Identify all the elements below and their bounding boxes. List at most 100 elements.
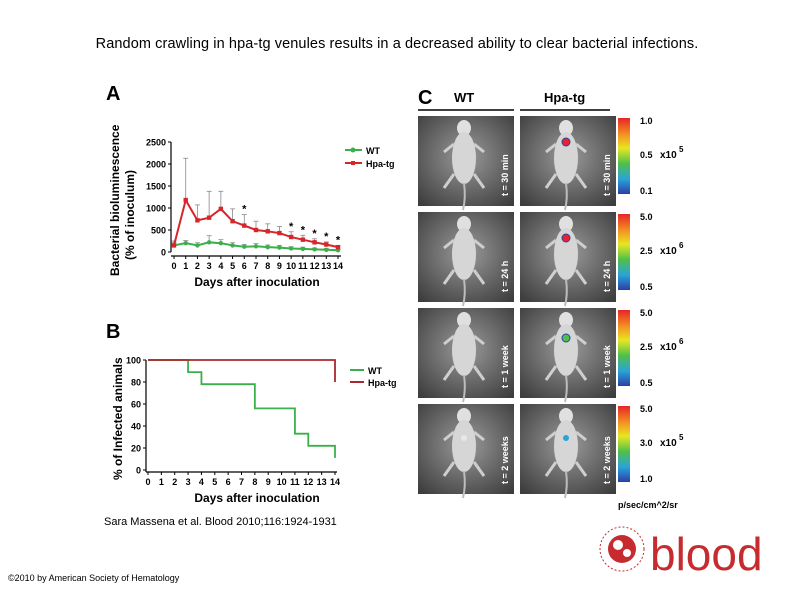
units-label: p/sec/cm^2/sr <box>618 500 678 510</box>
a-xtick-label: 8 <box>265 261 270 271</box>
b-ytick-label: 60 <box>131 400 141 410</box>
a-xtick-label: 6 <box>242 261 247 271</box>
wt-survival-line <box>148 359 336 458</box>
b-xtick-label: 11 <box>290 477 300 487</box>
b-xtick-label: 12 <box>303 477 313 487</box>
scale-bottom: 0.5 <box>640 378 653 388</box>
scale-bottom: 0.5 <box>640 282 653 292</box>
wt-point <box>206 240 212 245</box>
a-ytick-label: 1000 <box>146 204 166 214</box>
panel-a-chart: A Bacterial bioluminescence (% of inocul… <box>106 83 395 289</box>
a-xtick-label: 10 <box>286 261 296 271</box>
col-header-wt: WT <box>454 90 474 105</box>
citation: Sara Massena et al. Blood 2010;116:1924-… <box>104 516 337 528</box>
scale-mid: 2.5 <box>640 342 653 352</box>
color-scale-bar <box>618 406 630 482</box>
copyright: ©2010 by American Society of Hematology <box>8 573 180 583</box>
legend-wt-b: WT <box>368 366 382 376</box>
hpa-point <box>183 197 188 203</box>
scale-multiplier: x10 <box>660 150 677 161</box>
a-xtick-label: 1 <box>183 261 188 271</box>
signal-spot <box>563 435 569 441</box>
hpa-point <box>265 229 270 234</box>
panel-b-xlabel: Days after inoculation <box>194 491 319 505</box>
wt-point <box>312 247 317 252</box>
signal-spot <box>561 333 571 343</box>
signal-spot <box>561 233 571 243</box>
hpa-point <box>300 237 306 242</box>
significance-star: * <box>289 221 294 233</box>
color-scale-bar <box>618 310 630 386</box>
b-xtick-label: 13 <box>317 477 327 487</box>
hpa-point <box>195 218 200 223</box>
hpa-point <box>335 244 341 250</box>
a-ytick-label: 500 <box>151 226 166 236</box>
wt-point <box>195 243 200 248</box>
scale-top: 5.0 <box>640 308 653 318</box>
a-xtick-label: 11 <box>298 261 308 271</box>
b-xtick-label: 6 <box>226 477 231 487</box>
b-ytick-label: 0 <box>136 466 141 476</box>
b-xtick-label: 9 <box>266 477 271 487</box>
hpa-point <box>242 223 247 228</box>
blood-wordmark: blood <box>650 528 763 580</box>
significance-star: * <box>242 204 247 216</box>
hpa-point <box>253 227 259 233</box>
significance-star: * <box>324 231 329 243</box>
legend-hpa-b: Hpa-tg <box>368 378 397 388</box>
a-ytick-label: 1500 <box>146 182 166 192</box>
scale-top: 5.0 <box>640 212 653 222</box>
time-label: t = 24 h <box>602 261 612 292</box>
a-xtick-label: 7 <box>253 261 258 271</box>
a-xtick-label: 5 <box>230 261 235 271</box>
b-xtick-label: 5 <box>212 477 217 487</box>
hpa-point <box>324 242 329 247</box>
panel-a-legend: WT Hpa-tg <box>345 146 395 169</box>
color-scale-bar <box>618 214 630 290</box>
scale-multiplier: x10 <box>660 246 677 257</box>
a-xtick-label: 2 <box>195 261 200 271</box>
panel-a-label: A <box>106 83 120 105</box>
hpa-point <box>277 230 282 236</box>
wt-point <box>277 245 282 250</box>
hpa-point <box>218 206 224 212</box>
time-label: t = 1 week <box>500 344 510 388</box>
scale-exponent: 6 <box>679 241 684 250</box>
significance-star: * <box>336 234 341 246</box>
significance-star: * <box>312 228 317 240</box>
scale-mid: 2.5 <box>640 246 653 256</box>
scale-exponent: 5 <box>679 433 684 442</box>
panel-b-ylabel: % of Infected animals <box>111 357 125 480</box>
wt-point <box>183 241 188 246</box>
a-xtick-label: 9 <box>277 261 282 271</box>
a-xtick-label: 3 <box>207 261 212 271</box>
b-xtick-label: 14 <box>330 477 340 487</box>
hpa-point <box>312 240 317 245</box>
a-xtick-label: 4 <box>218 261 223 271</box>
wt-point <box>300 246 306 252</box>
b-xtick-label: 4 <box>199 477 204 487</box>
a-xtick-label: 12 <box>310 261 320 271</box>
b-xtick-label: 3 <box>186 477 191 487</box>
figure-title: Random crawling in hpa-tg venules result… <box>95 36 699 52</box>
color-scale-bar <box>618 118 630 194</box>
wt-point <box>218 241 224 246</box>
scale-top: 1.0 <box>640 116 653 126</box>
b-xtick-label: 0 <box>145 477 150 487</box>
scale-exponent: 5 <box>679 145 684 154</box>
wt-point <box>324 247 329 252</box>
scale-bottom: 1.0 <box>640 474 653 484</box>
a-xtick-label: 14 <box>333 261 343 271</box>
panel-a-ylabel-1: Bacterial bioluminescence <box>108 124 122 276</box>
time-label: t = 30 min <box>602 154 612 196</box>
scale-mid: 3.0 <box>640 438 653 448</box>
b-xtick-label: 1 <box>159 477 164 487</box>
wt-point <box>230 243 235 248</box>
legend-wt: WT <box>366 146 380 156</box>
scale-multiplier: x10 <box>660 438 677 449</box>
wt-point <box>288 246 294 251</box>
